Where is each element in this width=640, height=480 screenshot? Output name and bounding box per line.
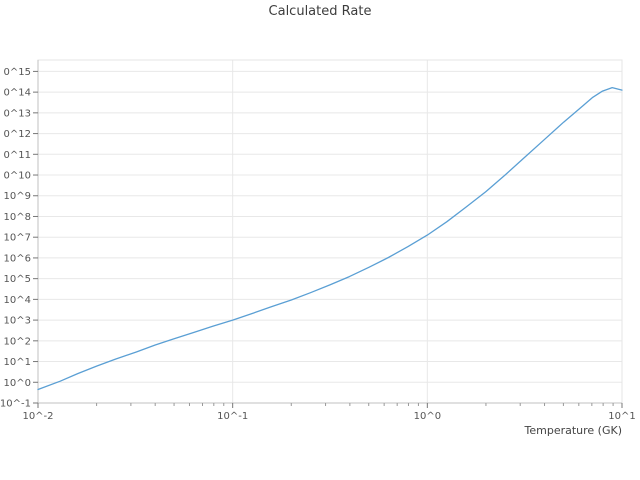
x-tick-label: 10^1 — [608, 411, 635, 422]
x-tick-label: 10^0 — [414, 411, 441, 422]
y-tick-label: 10^0 — [4, 378, 31, 389]
x-tick-label: 10^-1 — [217, 411, 248, 422]
y-tick-label: 10^8 — [4, 212, 31, 223]
y-tick-label: 10^9 — [4, 191, 31, 202]
rate-curve — [37, 86, 623, 391]
y-tick-label: 0^12 — [4, 129, 31, 140]
y-tick-label: 10^5 — [4, 274, 31, 285]
y-tick-label: 10^4 — [4, 295, 31, 306]
y-tick-label: 0^15 — [4, 67, 31, 78]
x-tick-label: 10^-2 — [22, 411, 53, 422]
y-tick-label: 10^3 — [4, 316, 31, 327]
y-tick-label: 10^6 — [4, 253, 31, 264]
y-tick-label: 0^11 — [4, 150, 31, 161]
y-tick-label: 10^-1 — [0, 399, 31, 410]
plot-frame — [37, 59, 623, 404]
chart-title: Calculated Rate — [268, 4, 372, 19]
x-axis-title: Temperature (GK) — [524, 424, 623, 437]
y-tick-label: 10^7 — [4, 233, 31, 244]
y-tick-label: 0^14 — [4, 88, 31, 99]
y-tick-label: 10^2 — [4, 336, 31, 347]
y-tick-label: 10^1 — [4, 357, 31, 368]
y-tick-label: 0^13 — [4, 108, 31, 119]
y-tick-label: 0^10 — [4, 171, 31, 182]
